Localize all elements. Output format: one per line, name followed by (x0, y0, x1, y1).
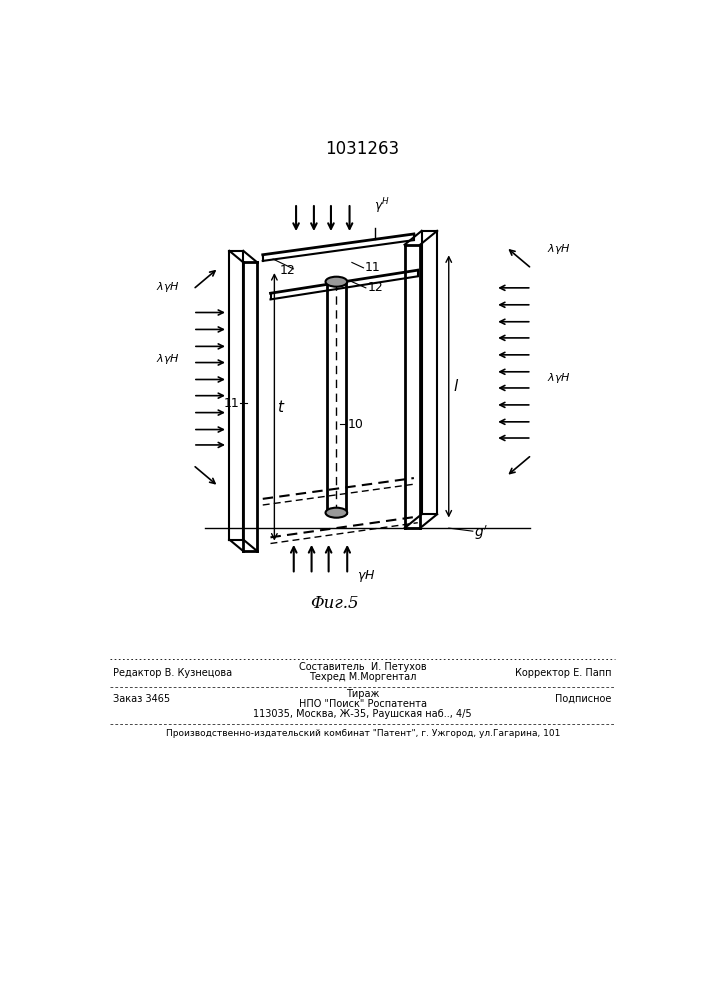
Ellipse shape (325, 277, 347, 287)
Text: 113035, Москва, Ж-35, Раушская наб.., 4/5: 113035, Москва, Ж-35, Раушская наб.., 4/… (253, 709, 472, 719)
Text: Заказ 3465: Заказ 3465 (113, 694, 170, 704)
Text: $t$: $t$ (277, 399, 286, 415)
Ellipse shape (325, 508, 347, 518)
Text: Подписное: Подписное (555, 694, 612, 704)
Text: Редактор В. Кузнецова: Редактор В. Кузнецова (113, 668, 233, 678)
Text: 11: 11 (365, 261, 381, 274)
Text: Корректор Е. Папп: Корректор Е. Папп (515, 668, 612, 678)
Text: $\lambda\gamma H$: $\lambda\gamma H$ (547, 242, 571, 256)
Text: Φиг.5: Φиг.5 (310, 595, 359, 612)
Text: 11: 11 (223, 397, 240, 410)
Text: $\gamma^H$: $\gamma^H$ (373, 196, 390, 216)
Text: $l$: $l$ (453, 378, 460, 394)
Text: 12: 12 (279, 264, 296, 277)
Text: Тираж: Тираж (346, 689, 380, 699)
Text: 12: 12 (368, 281, 383, 294)
Text: 1031263: 1031263 (325, 140, 399, 158)
Text: Составитель  И. Петухов: Составитель И. Петухов (299, 662, 426, 672)
Text: $\gamma H$: $\gamma H$ (357, 568, 375, 584)
Text: $\lambda\gamma H$: $\lambda\gamma H$ (156, 352, 180, 366)
Text: Техред М.Моргентал: Техред М.Моргентал (309, 672, 416, 682)
Text: $\lambda\gamma H$: $\lambda\gamma H$ (156, 280, 180, 294)
Text: 10: 10 (347, 418, 363, 431)
Text: $g'$: $g'$ (474, 524, 489, 542)
Text: НПО "Поиск" Роспатента: НПО "Поиск" Роспатента (299, 699, 427, 709)
Text: $\lambda\gamma H$: $\lambda\gamma H$ (547, 371, 571, 385)
Text: Производственно-издательский комбинат "Патент", г. Ужгород, ул.Гагарина, 101: Производственно-издательский комбинат "П… (165, 729, 560, 738)
